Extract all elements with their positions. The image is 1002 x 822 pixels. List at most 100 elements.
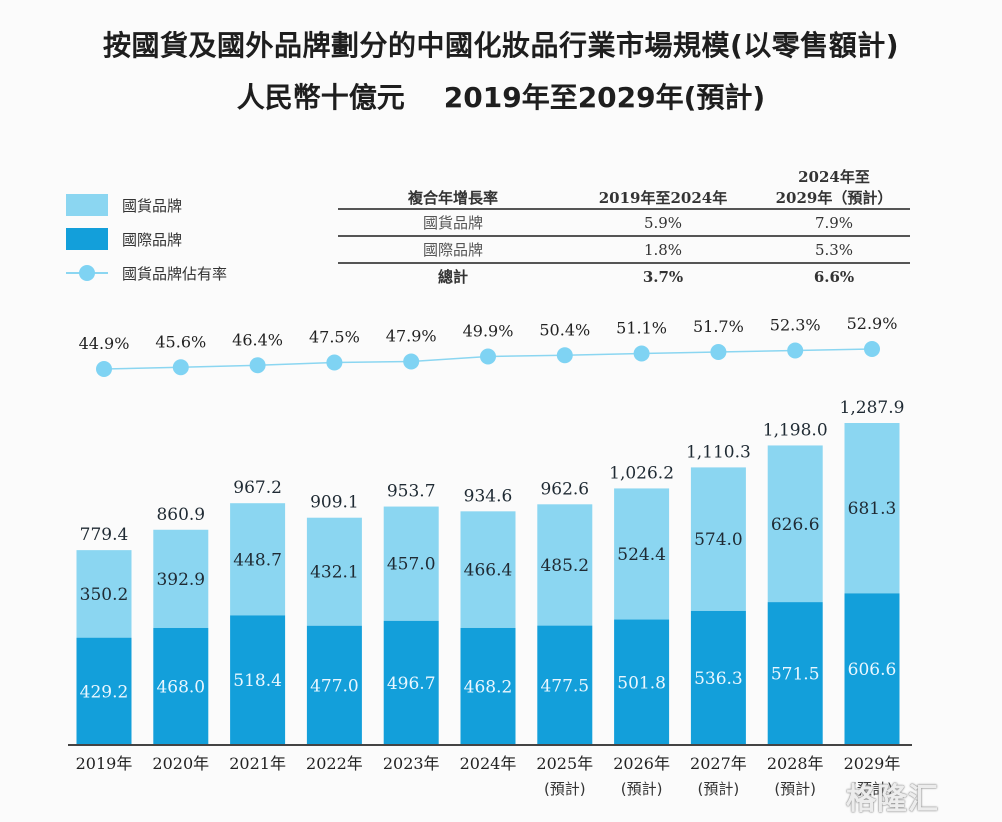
data-label-total: 962.6 — [540, 479, 589, 499]
bar-segment-international — [537, 625, 593, 745]
bar-segment-international — [306, 625, 362, 745]
data-label-total: 953.7 — [387, 482, 436, 502]
x-tick-label: 2021年 — [229, 754, 286, 773]
bar-segment-international — [383, 620, 439, 745]
x-tick-label: 2029年 — [844, 754, 901, 773]
bar-segment-domestic — [306, 517, 362, 626]
x-tick-label: 2019年 — [76, 754, 133, 773]
share-marker — [864, 341, 880, 357]
x-tick-label: 2024年 — [460, 754, 517, 773]
data-label-international: 536.3 — [694, 669, 743, 689]
chart-subtitle: 人民幣十億元 2019年至2029年(預計) — [236, 81, 766, 114]
bar-segment-domestic — [230, 503, 286, 616]
share-label: 51.7% — [693, 317, 744, 336]
x-tick-label: 2026年 — [613, 754, 670, 773]
share-label: 46.4% — [232, 330, 283, 349]
legend-label: 國貨品牌佔有率 — [122, 264, 228, 283]
data-label-domestic: 448.7 — [233, 550, 282, 570]
legend-label: 國際品牌 — [122, 230, 183, 249]
legend-line-marker-icon — [66, 262, 108, 284]
data-label-domestic: 485.2 — [540, 556, 589, 576]
share-marker — [633, 345, 650, 362]
bar-segment-domestic — [537, 504, 593, 626]
data-label-international: 496.7 — [387, 674, 436, 694]
bar-segment-domestic — [614, 488, 670, 620]
cagr-header-period2-line1: 2024年至 — [798, 168, 870, 186]
x-tick-sublabel: (預計) — [774, 780, 816, 798]
data-label-domestic: 350.2 — [80, 585, 129, 605]
share-marker — [787, 342, 804, 359]
data-label-international: 468.0 — [156, 677, 205, 697]
share-label: 44.9% — [79, 334, 130, 353]
share-marker — [403, 353, 420, 370]
data-label-international: 518.4 — [233, 671, 282, 691]
legend-swatch-domestic — [66, 194, 108, 216]
share-label: 51.1% — [616, 319, 667, 338]
share-label: 52.3% — [770, 316, 821, 335]
data-label-domestic: 574.0 — [694, 530, 743, 550]
data-label-international: 429.2 — [80, 682, 129, 702]
bar-segment-international — [844, 593, 900, 745]
x-tick-label: 2027年 — [690, 754, 747, 773]
legend-swatch-international — [66, 228, 108, 250]
bar-segment-international — [153, 627, 209, 745]
share-label: 50.4% — [539, 320, 590, 339]
bar-segment-international — [76, 637, 132, 745]
x-tick-sublabel: (預計) — [621, 780, 663, 798]
bar-segment-international — [230, 615, 286, 745]
cagr-row-label: 總計 — [437, 268, 468, 286]
bar-segment-domestic — [153, 529, 209, 628]
share-label: 52.9% — [847, 314, 898, 333]
x-tick-sublabel: (預計) — [544, 780, 586, 798]
data-label-domestic: 432.1 — [310, 563, 359, 583]
cagr-row-label: 國際品牌 — [338, 236, 568, 264]
cagr-row-domestic: 國貨品牌 5.9% 7.9% — [338, 209, 910, 237]
cagr-row-total: 總計 3.7% 6.6% — [338, 263, 910, 289]
x-tick-label: 2022年 — [306, 754, 363, 773]
data-label-domestic: 457.0 — [387, 555, 436, 575]
cagr-value: 6.6% — [813, 267, 855, 286]
data-label-international: 477.5 — [540, 676, 589, 696]
x-tick-label: 2020年 — [152, 754, 209, 773]
bar-segment-domestic — [460, 511, 516, 628]
cagr-row-label: 國貨品牌 — [338, 209, 568, 237]
legend-label: 國貨品牌 — [122, 196, 183, 215]
share-label: 47.5% — [309, 328, 360, 347]
share-label: 47.9% — [386, 327, 437, 346]
share-label: 45.6% — [155, 332, 206, 351]
watermark-logo: 格隆汇 — [846, 782, 939, 817]
legend-item-international: 國際品牌 — [66, 222, 227, 256]
x-tick-label: 2028年 — [767, 754, 824, 773]
share-label: 49.9% — [463, 322, 514, 341]
share-marker — [480, 348, 496, 365]
data-label-total: 860.9 — [156, 505, 205, 525]
data-label-domestic: 681.3 — [848, 499, 897, 519]
data-label-international: 606.6 — [848, 660, 897, 680]
cagr-value: 5.3% — [758, 236, 910, 264]
cagr-header-period2-line2: 2029年（預計） — [775, 189, 893, 207]
cagr-value: 3.7% — [642, 267, 684, 286]
legend: 國貨品牌 國際品牌 國貨品牌佔有率 — [66, 188, 227, 290]
data-label-total: 1,026.2 — [609, 463, 674, 483]
bar-segment-domestic — [690, 467, 746, 611]
data-label-domestic: 392.9 — [156, 570, 205, 590]
chart-title: 按國貨及國外品牌劃分的中國化妝品行業市場規模(以零售額計) — [102, 29, 900, 62]
data-label-total: 909.1 — [310, 493, 359, 513]
data-label-total: 1,110.3 — [686, 442, 751, 462]
bar-segment-domestic — [767, 445, 823, 603]
data-label-domestic: 524.4 — [617, 545, 666, 565]
data-label-international: 571.5 — [771, 665, 820, 685]
share-marker — [96, 361, 112, 377]
data-label-domestic: 626.6 — [771, 515, 820, 535]
cagr-header-period2: 2024年至 2029年（預計） — [758, 160, 910, 210]
bar-segment-domestic — [383, 506, 439, 621]
x-tick-label: 2025年 — [536, 754, 593, 773]
data-label-total: 1,198.0 — [763, 420, 828, 440]
data-label-total: 934.6 — [464, 486, 513, 506]
cagr-value: 5.9% — [568, 209, 758, 237]
legend-item-share: 國貨品牌佔有率 — [66, 256, 227, 290]
share-marker — [249, 357, 266, 374]
cagr-table: 複合年增長率 2019年至2024年 2024年至 2029年（預計） 國貨品牌… — [338, 160, 910, 289]
data-label-total: 1,287.9 — [840, 398, 905, 418]
